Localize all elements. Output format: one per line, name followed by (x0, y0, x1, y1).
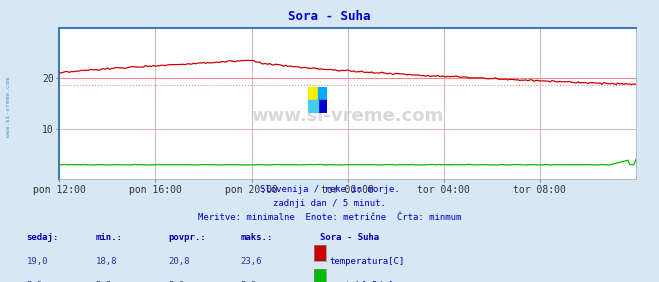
Text: temperatura[C]: temperatura[C] (330, 257, 405, 266)
Bar (308, 87, 318, 100)
Text: 3,0: 3,0 (168, 281, 184, 282)
Text: povpr.:: povpr.: (168, 233, 206, 242)
Text: 20,8: 20,8 (168, 257, 190, 266)
Text: zadnji dan / 5 minut.: zadnji dan / 5 minut. (273, 199, 386, 208)
Text: 23,6: 23,6 (241, 257, 262, 266)
Text: 19,0: 19,0 (26, 257, 48, 266)
Text: www.si-vreme.com: www.si-vreme.com (252, 107, 444, 125)
Text: pretok[m3/s]: pretok[m3/s] (330, 281, 394, 282)
Text: 3,9: 3,9 (26, 281, 42, 282)
Text: sedaj:: sedaj: (26, 233, 59, 242)
Text: Meritve: minimalne  Enote: metrične  Črta: minmum: Meritve: minimalne Enote: metrične Črta:… (198, 213, 461, 222)
Text: 2,8: 2,8 (96, 281, 111, 282)
Text: Sora - Suha: Sora - Suha (288, 10, 371, 23)
Bar (318, 87, 327, 100)
Text: maks.:: maks.: (241, 233, 273, 242)
Text: Slovenija / reke in morje.: Slovenija / reke in morje. (260, 185, 399, 194)
Text: min.:: min.: (96, 233, 123, 242)
Text: 3,9: 3,9 (241, 281, 256, 282)
Text: 18,8: 18,8 (96, 257, 117, 266)
Text: Sora - Suha: Sora - Suha (320, 233, 379, 242)
Text: www.si-vreme.com: www.si-vreme.com (6, 77, 11, 137)
Bar (318, 100, 327, 113)
Bar (308, 100, 318, 113)
